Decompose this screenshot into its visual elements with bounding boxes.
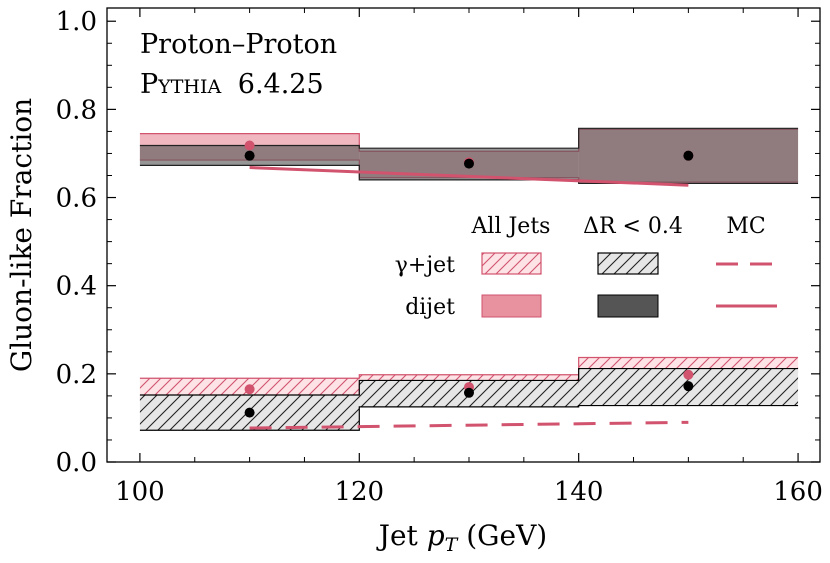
x-axis-label-prefix: Jet [376,519,427,552]
x-axis-label-suffix: (GeV) [457,519,547,552]
legend-col-all-jets: All Jets [471,214,551,239]
annotation-line2: Pythia 6.4.25 [140,69,324,100]
band-gamma-delta-r-low-edge [139,404,799,431]
mc-line-dijet [249,166,689,187]
x-tick-label-120: 120 [334,477,384,507]
y-tick-label-0.8: 0.8 [56,95,97,125]
x-axis-label: Jet pT (GeV) [376,519,547,556]
band-gamma-all-jets-high-edge [139,356,799,379]
annotation-line1: Proton–Proton [140,29,337,60]
point-dijet-all-jets-1 [244,140,255,151]
point-gamma-delta-r-2 [463,387,474,398]
x-axis-label-var: p [427,519,445,552]
y-tick-label-0.4: 0.4 [56,272,97,302]
generator-name: Pythia [140,69,221,100]
generator-version: 6.4.25 [238,69,324,100]
band-gamma-all-jets-bin-2 [359,374,579,385]
legend-swatch-dijet-dr [597,294,659,318]
legend-col-delta-r: ΔR < 0.4 [583,214,683,239]
legend-swatch-gamma-dr [597,252,659,275]
band-dijet-delta-r-high-edge [139,127,799,149]
x-tick-label-140: 140 [554,477,604,507]
point-gamma-all-jets-3 [683,369,694,380]
data-points [244,140,694,418]
axis-ticks: 100 120 140 160 0.0 0.2 0.4 0.6 0.8 1.0 [56,7,823,507]
y-tick-label-0.6: 0.6 [56,184,97,214]
mc-lines [249,166,689,430]
legend-row-gamma-jet: γ+jet [395,253,455,278]
point-dijet-delta-r-2 [463,158,474,169]
plot-frame [106,7,821,463]
legend-col-mc: MC [726,214,765,239]
x-tick-label-160: 160 [773,477,823,507]
y-tick-label-1: 1.0 [56,7,97,37]
x-axis-label-sub: T [445,534,459,556]
y-tick-label-0.2: 0.2 [56,360,97,390]
legend: All Jets ΔR < 0.4 MC γ+jet dijet [395,214,777,320]
point-gamma-delta-r-1 [244,407,255,418]
legend-row-dijet: dijet [405,295,455,320]
x-tick-label-100: 100 [115,477,165,507]
mc-line-gamma-jet [249,420,689,430]
legend-swatch-dijet-all [481,294,542,318]
y-axis-label: Gluon-like Fraction [5,98,38,372]
point-gamma-delta-r-3 [683,381,694,392]
y-tick-label-0: 0.0 [56,448,97,478]
plot-area [139,127,799,431]
band-gamma-delta-r-high-edge [139,367,799,396]
legend-swatch-gamma-all [481,252,542,275]
point-dijet-delta-r-3 [683,150,694,161]
point-dijet-delta-r-1 [244,150,255,161]
point-gamma-all-jets-1 [244,384,255,395]
